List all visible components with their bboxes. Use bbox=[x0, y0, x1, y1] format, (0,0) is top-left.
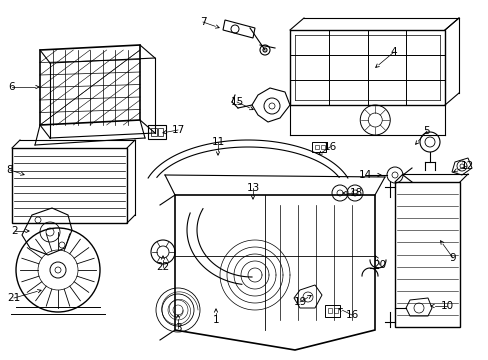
Bar bbox=[325, 305, 339, 317]
Bar bbox=[158, 128, 163, 136]
Text: 7: 7 bbox=[199, 17, 206, 27]
Bar bbox=[314, 145, 318, 149]
Text: 14: 14 bbox=[358, 170, 371, 180]
Text: 10: 10 bbox=[440, 301, 453, 311]
Bar bbox=[394, 182, 459, 327]
Text: 9: 9 bbox=[449, 253, 455, 263]
Text: 8: 8 bbox=[7, 165, 13, 175]
Text: 18: 18 bbox=[348, 188, 362, 198]
Text: 1: 1 bbox=[212, 315, 219, 325]
Text: 21: 21 bbox=[7, 293, 20, 303]
Text: 13: 13 bbox=[246, 183, 259, 193]
Bar bbox=[311, 142, 325, 152]
Text: 19: 19 bbox=[293, 297, 306, 307]
Bar bbox=[320, 145, 325, 149]
Bar bbox=[333, 308, 337, 313]
Bar bbox=[327, 308, 331, 313]
Text: 5: 5 bbox=[423, 126, 429, 136]
Text: 12: 12 bbox=[459, 161, 473, 171]
Text: 15: 15 bbox=[230, 97, 243, 107]
Text: 16: 16 bbox=[345, 310, 358, 320]
Text: 3: 3 bbox=[174, 323, 181, 333]
Bar bbox=[148, 125, 165, 139]
Text: 4: 4 bbox=[390, 47, 397, 57]
Text: 11: 11 bbox=[211, 137, 224, 147]
Text: 16: 16 bbox=[323, 142, 336, 152]
Bar bbox=[151, 128, 157, 136]
Text: 17: 17 bbox=[171, 125, 184, 135]
Text: 2: 2 bbox=[12, 226, 18, 236]
Text: 20: 20 bbox=[373, 260, 386, 270]
Text: 22: 22 bbox=[156, 262, 169, 272]
Text: 6: 6 bbox=[9, 82, 15, 92]
